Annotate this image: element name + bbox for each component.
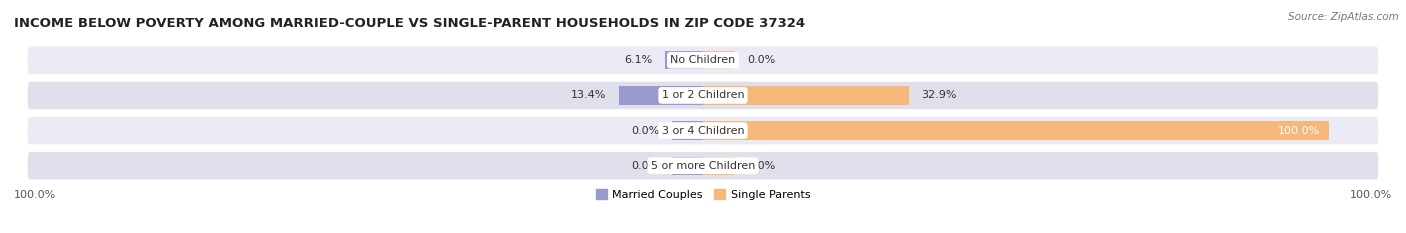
Bar: [672, 121, 703, 140]
Legend: Married Couples, Single Parents: Married Couples, Single Parents: [592, 185, 814, 204]
Bar: [703, 51, 734, 69]
Text: 1 or 2 Children: 1 or 2 Children: [662, 90, 744, 100]
Text: 32.9%: 32.9%: [921, 90, 957, 100]
Text: 0.0%: 0.0%: [631, 126, 659, 136]
Text: 0.0%: 0.0%: [747, 55, 775, 65]
Text: 100.0%: 100.0%: [1350, 190, 1392, 200]
Bar: [703, 121, 1329, 140]
Text: 0.0%: 0.0%: [747, 161, 775, 171]
FancyBboxPatch shape: [27, 45, 1379, 75]
Text: 100.0%: 100.0%: [1278, 126, 1320, 136]
Text: 100.0%: 100.0%: [14, 190, 56, 200]
Bar: [703, 157, 734, 175]
Text: INCOME BELOW POVERTY AMONG MARRIED-COUPLE VS SINGLE-PARENT HOUSEHOLDS IN ZIP COD: INCOME BELOW POVERTY AMONG MARRIED-COUPL…: [14, 17, 806, 30]
Text: 13.4%: 13.4%: [571, 90, 606, 100]
FancyBboxPatch shape: [27, 81, 1379, 110]
Bar: [619, 86, 703, 105]
Bar: [703, 86, 910, 105]
Text: Source: ZipAtlas.com: Source: ZipAtlas.com: [1288, 12, 1399, 22]
Text: 0.0%: 0.0%: [631, 161, 659, 171]
Text: 5 or more Children: 5 or more Children: [651, 161, 755, 171]
Text: 3 or 4 Children: 3 or 4 Children: [662, 126, 744, 136]
FancyBboxPatch shape: [27, 116, 1379, 145]
Bar: [672, 157, 703, 175]
Text: No Children: No Children: [671, 55, 735, 65]
Bar: [665, 51, 703, 69]
FancyBboxPatch shape: [27, 151, 1379, 181]
Text: 6.1%: 6.1%: [624, 55, 652, 65]
